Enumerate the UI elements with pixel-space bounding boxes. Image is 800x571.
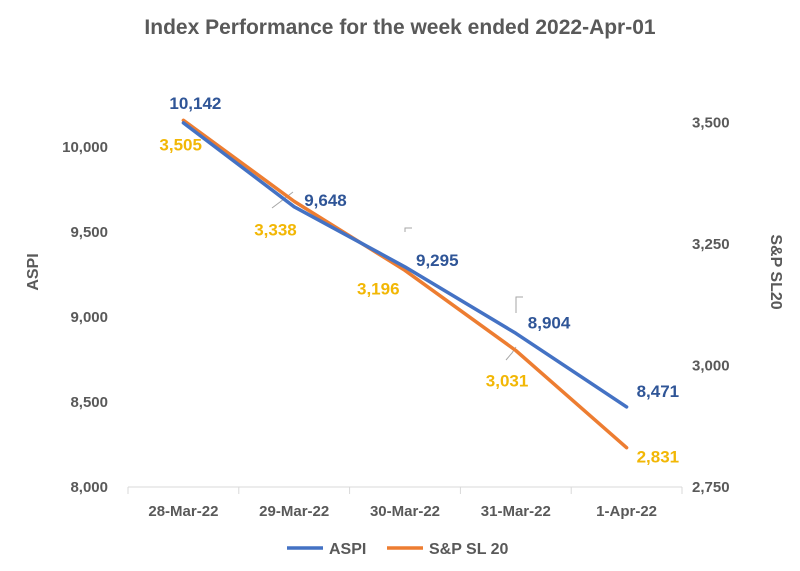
leader-line: [404, 227, 412, 232]
x-axis-ticks: [127, 487, 683, 494]
chart-title: Index Performance for the week ended 202…: [144, 16, 655, 39]
data-label-sp-sl20: 2,831: [637, 448, 680, 467]
left-tick-label: 8,500: [70, 394, 108, 411]
series-line-sp-sl20: [181, 118, 629, 450]
x-tick-label: 28-Mar-22: [148, 503, 218, 520]
right-tick-label: 3,250: [692, 236, 730, 253]
data-labels: 10,142 9,648 9,295 8,904 8,471 3,505 3,338 3,19…: [159, 94, 679, 467]
x-tick-label: 29-Mar-22: [259, 503, 329, 520]
right-axis-title: S&P SL20: [767, 234, 784, 309]
left-axis-title: ASPI: [25, 253, 42, 290]
left-axis-ticks: 8,000 8,500 9,000 9,500 10,000: [62, 139, 108, 496]
right-axis-ticks: 2,750 3,000 3,250 3,500: [692, 115, 730, 496]
right-tick-label: 2,750: [692, 479, 730, 496]
data-label-sp-sl20: 3,031: [486, 372, 529, 391]
x-tick-label: 30-Mar-22: [370, 503, 440, 520]
left-tick-label: 8,000: [70, 479, 108, 496]
legend: ASPI S&P SL 20: [287, 541, 509, 558]
data-label-aspi: 9,295: [416, 251, 459, 270]
data-label-sp-sl20: 3,505: [159, 135, 202, 154]
data-label-aspi: 9,648: [304, 191, 347, 210]
legend-label-sp-sl20: S&P SL 20: [429, 541, 509, 558]
label-leader-lines: [271, 191, 523, 361]
data-label-aspi: 8,471: [637, 382, 680, 401]
data-label-sp-sl20: 3,196: [357, 279, 400, 298]
data-label-aspi: 10,142: [169, 94, 221, 113]
right-tick-label: 3,500: [692, 115, 730, 132]
left-tick-label: 10,000: [62, 139, 108, 156]
left-tick-label: 9,500: [70, 224, 108, 241]
data-label-sp-sl20: 3,338: [254, 220, 297, 239]
legend-label-aspi: ASPI: [329, 541, 366, 558]
x-tick-label: 31-Mar-22: [481, 503, 551, 520]
x-axis-labels: 28-Mar-22 29-Mar-22 30-Mar-22 31-Mar-22 1-Ap…: [148, 503, 657, 520]
right-tick-label: 3,000: [692, 358, 730, 375]
leader-line: [515, 296, 523, 313]
left-tick-label: 9,000: [70, 309, 108, 326]
data-label-aspi: 8,904: [528, 313, 571, 332]
x-tick-label: 1-Apr-22: [596, 503, 657, 520]
series-line-aspi: [181, 121, 629, 409]
series-lines: [181, 118, 629, 450]
